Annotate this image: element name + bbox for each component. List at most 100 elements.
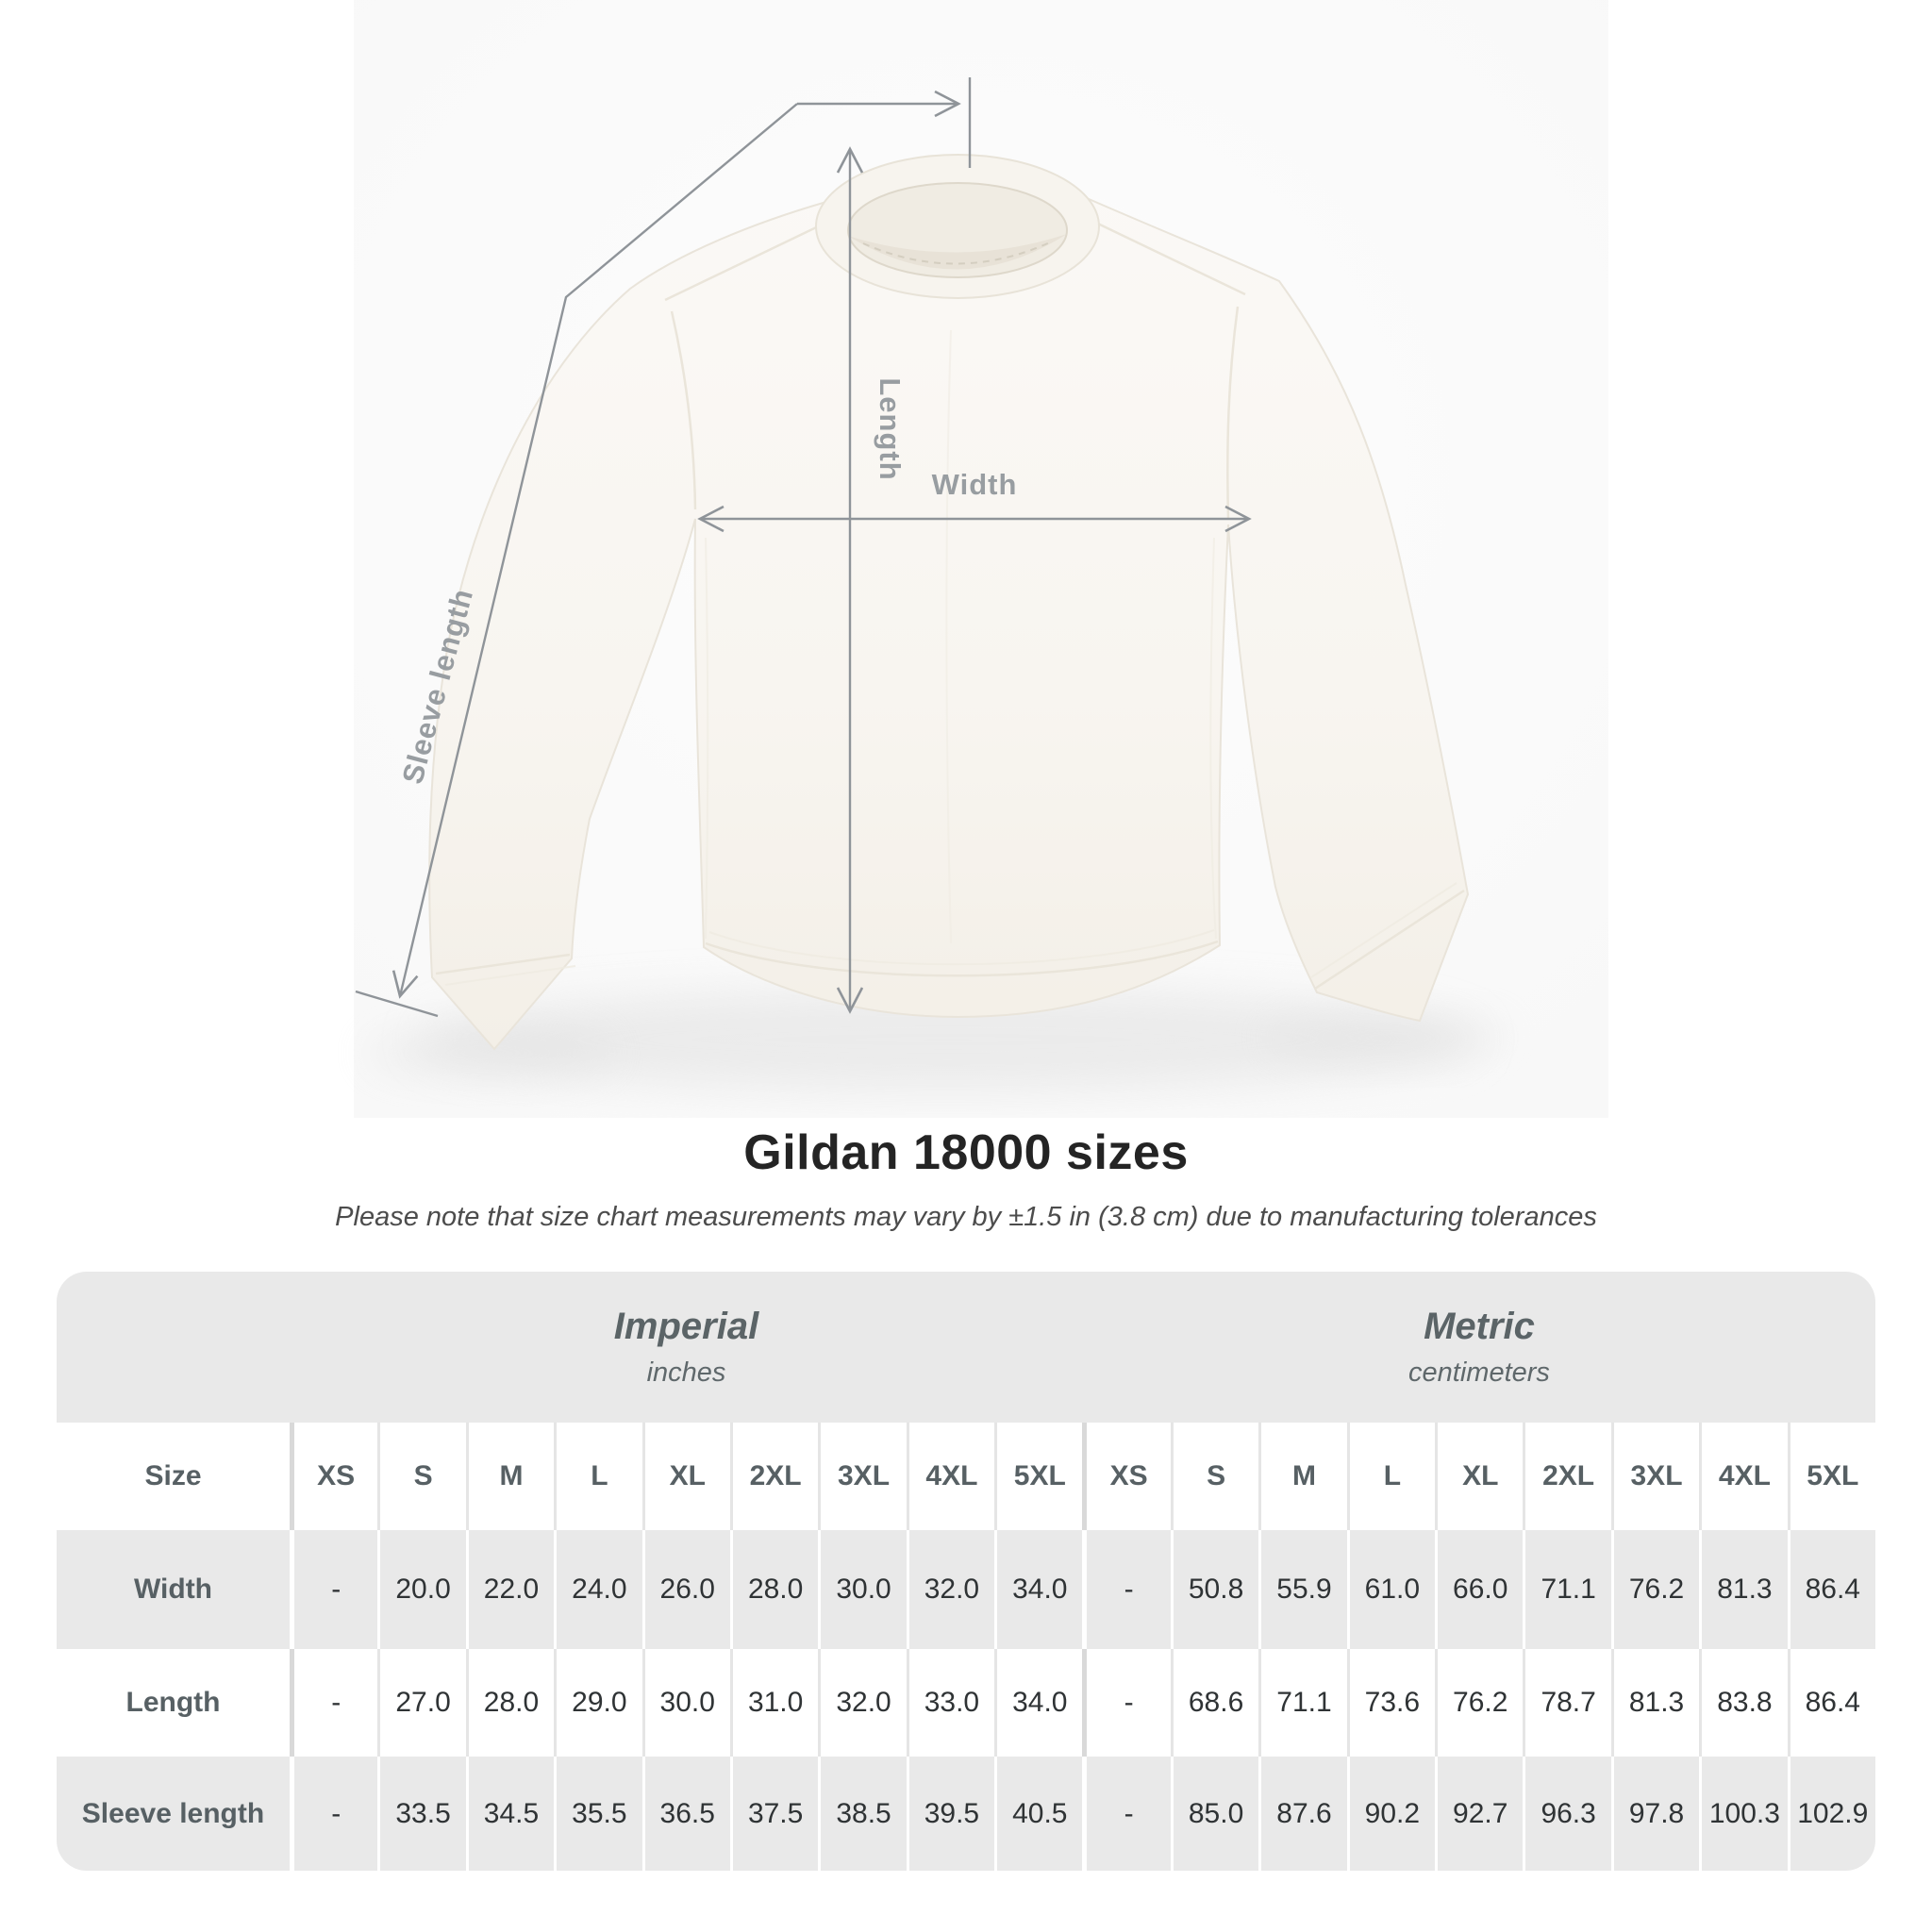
sweatshirt-illustration — [428, 154, 1470, 1051]
col-header: XS — [290, 1423, 377, 1530]
value-cell: 73.6 — [1346, 1649, 1435, 1757]
metric-group-header: Metric centimeters — [1083, 1272, 1875, 1423]
table-row: Sleeve length -33.5 34.5 35.5 36.5 37.5 38.5 39… — [57, 1757, 1875, 1871]
value-cell: - — [1082, 1530, 1170, 1649]
col-header: XL — [641, 1423, 730, 1530]
value-cell: 83.8 — [1699, 1649, 1787, 1757]
col-header: 3XL — [1610, 1423, 1699, 1530]
col-header: S — [377, 1423, 465, 1530]
imperial-label: Imperial — [613, 1306, 759, 1347]
tolerance-note: Please note that size chart measurements… — [335, 1202, 1597, 1232]
value-cell: 50.8 — [1170, 1530, 1258, 1649]
right-sleeve-seam — [1226, 306, 1240, 520]
value-cell: 37.5 — [729, 1757, 818, 1871]
value-cell: 40.5 — [994, 1757, 1082, 1871]
value-cell: 92.7 — [1435, 1757, 1523, 1871]
value-cell: 28.0 — [465, 1649, 554, 1757]
table-row: Width -20.0 22.0 24.0 26.0 28.0 30.0 32.0 34.0-5… — [57, 1530, 1875, 1649]
sleeve-length-arrow-line — [391, 103, 798, 999]
value-cell: 28.0 — [729, 1530, 818, 1649]
sweatshirt-body — [428, 155, 1470, 1051]
col-header: XS — [1082, 1423, 1170, 1530]
value-cell: - — [290, 1530, 377, 1649]
col-header: 4XL — [1699, 1423, 1787, 1530]
size-header-cell: Size — [144, 1460, 202, 1491]
value-cell: - — [1082, 1757, 1170, 1871]
product-measurement-figure: Length Width Sleeve length — [354, 0, 1608, 1118]
value-cell: 87.6 — [1258, 1757, 1346, 1871]
value-cell: 33.0 — [906, 1649, 994, 1757]
col-header: L — [554, 1423, 641, 1530]
table-row: Length -27.0 28.0 29.0 30.0 31.0 32.0 33.0 34.0-… — [57, 1649, 1875, 1757]
value-cell: 102.9 — [1787, 1757, 1875, 1871]
value-cell: 36.5 — [641, 1757, 730, 1871]
value-cell: 86.4 — [1787, 1649, 1875, 1757]
size-chart-table: Imperial inches Metric centimeters Size X… — [57, 1272, 1875, 1871]
value-cell: 76.2 — [1610, 1530, 1699, 1649]
col-header: 2XL — [729, 1423, 818, 1530]
value-cell: 32.0 — [906, 1530, 994, 1649]
value-cell: 86.4 — [1787, 1530, 1875, 1649]
value-cell: 61.0 — [1346, 1530, 1435, 1649]
left-shoulder-seam — [664, 217, 835, 302]
right-cuff-seam — [1314, 889, 1465, 991]
sweatshirt-figure-svg: Length Width Sleeve length — [354, 0, 1608, 1118]
value-cell: 76.2 — [1435, 1649, 1523, 1757]
value-cell: 39.5 — [906, 1757, 994, 1871]
caption-block: Gildan 18000 sizes Please note that size… — [0, 1124, 1932, 1233]
value-cell: 24.0 — [554, 1530, 641, 1649]
width-label: Width — [932, 468, 1018, 501]
hem-seam — [705, 940, 1219, 977]
left-sleeve-seam — [670, 310, 697, 510]
col-header: 5XL — [1787, 1423, 1875, 1530]
length-label: Length — [874, 377, 907, 480]
row-label: Sleeve length — [81, 1797, 265, 1829]
value-cell: 78.7 — [1523, 1649, 1610, 1757]
value-cell: 34.5 — [465, 1757, 554, 1871]
value-cell: 22.0 — [465, 1530, 554, 1649]
col-header: 2XL — [1523, 1423, 1610, 1530]
imperial-unit-label: inches — [646, 1357, 726, 1388]
value-cell: 66.0 — [1435, 1530, 1523, 1649]
value-cell: 71.1 — [1523, 1530, 1610, 1649]
value-cell: - — [290, 1649, 377, 1757]
value-cell: 96.3 — [1523, 1757, 1610, 1871]
table-row: Size XS S M L XL 2XL 3XL 4XL 5XL XS S M L XL 2XL 3XL 4XL 5… — [57, 1423, 1875, 1530]
value-cell: 30.0 — [641, 1649, 730, 1757]
value-cell: 34.0 — [994, 1530, 1082, 1649]
crewneck-collar — [815, 154, 1100, 299]
imperial-group-header: Imperial inches — [290, 1272, 1083, 1423]
col-header: S — [1170, 1423, 1258, 1530]
right-shoulder-seam — [1079, 213, 1246, 296]
value-cell: 100.3 — [1699, 1757, 1787, 1871]
value-cell: 68.6 — [1170, 1649, 1258, 1757]
value-cell: 81.3 — [1699, 1530, 1787, 1649]
value-cell: 81.3 — [1610, 1649, 1699, 1757]
value-cell: 85.0 — [1170, 1757, 1258, 1871]
metric-unit-label: centimeters — [1408, 1357, 1550, 1388]
value-cell: 33.5 — [377, 1757, 465, 1871]
size-grid: Size XS S M L XL 2XL 3XL 4XL 5XL XS S M L XL 2XL 3XL 4XL 5… — [57, 1423, 1875, 1871]
col-header: 4XL — [906, 1423, 994, 1530]
row-label: Width — [133, 1574, 213, 1605]
value-cell: 27.0 — [377, 1649, 465, 1757]
value-cell: 26.0 — [641, 1530, 730, 1649]
value-cell: 55.9 — [1258, 1530, 1346, 1649]
left-cuff-seam — [435, 953, 571, 975]
garment-shadow — [368, 988, 1509, 1091]
col-header: M — [465, 1423, 554, 1530]
value-cell: 38.5 — [818, 1757, 906, 1871]
value-cell: 90.2 — [1346, 1757, 1435, 1871]
value-cell: - — [290, 1757, 377, 1871]
value-cell: 34.0 — [994, 1649, 1082, 1757]
col-header: L — [1346, 1423, 1435, 1530]
value-cell: 20.0 — [377, 1530, 465, 1649]
value-cell: 31.0 — [729, 1649, 818, 1757]
page-title: Gildan 18000 sizes — [743, 1125, 1189, 1180]
value-cell: 97.8 — [1610, 1757, 1699, 1871]
unit-header-band: Imperial inches Metric centimeters — [57, 1272, 1875, 1423]
col-header: M — [1258, 1423, 1346, 1530]
value-cell: 32.0 — [818, 1649, 906, 1757]
col-header: 3XL — [818, 1423, 906, 1530]
